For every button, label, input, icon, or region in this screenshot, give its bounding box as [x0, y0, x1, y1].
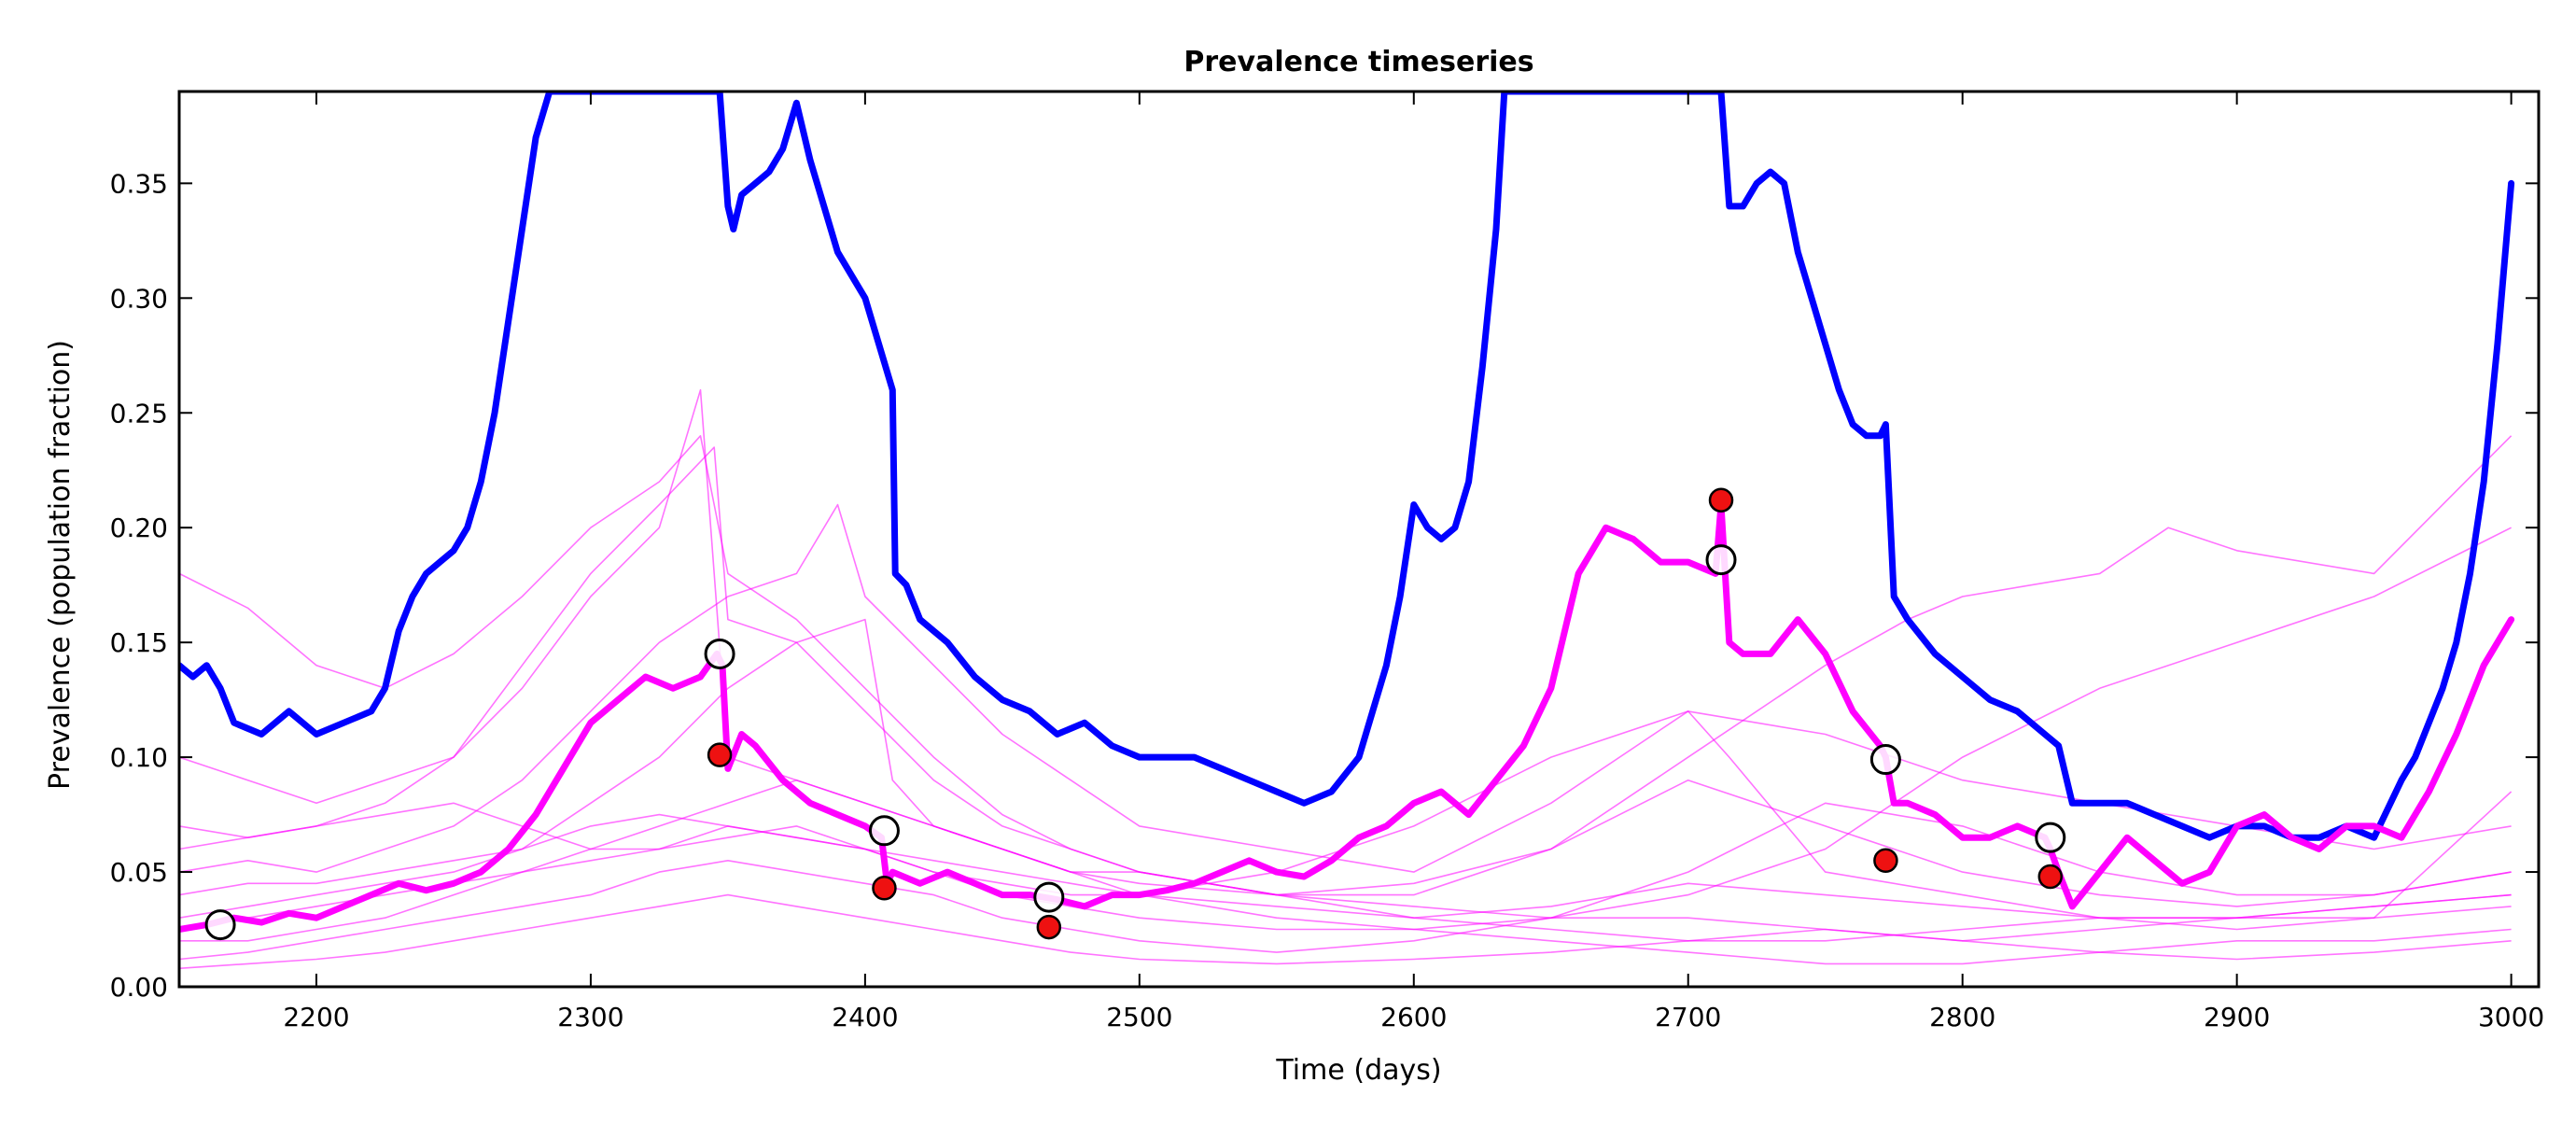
x-tick-label: 2900 [2204, 1002, 2270, 1033]
y-tick-label: 0.30 [110, 283, 168, 314]
x-tick-label: 2400 [832, 1002, 898, 1033]
x-tick-label: 2800 [1929, 1002, 1995, 1033]
x-tick-label: 2500 [1106, 1002, 1172, 1033]
thin-series-line-6 [179, 435, 2513, 942]
plot-frame [177, 90, 2541, 989]
open-marker [1705, 544, 1737, 576]
red-marker [1873, 848, 1898, 874]
open-marker [704, 638, 735, 669]
x-tick-label: 3000 [2478, 1002, 2544, 1033]
y-tick-label: 0.10 [110, 742, 168, 773]
y-tick-label: 0.15 [110, 627, 168, 658]
open-marker [868, 815, 900, 847]
x-axis-label: Time (days) [1275, 1054, 1441, 1087]
y-tick-label: 0.00 [110, 972, 168, 1003]
chart-title: Prevalence timeseries [1183, 46, 1533, 78]
red-marker [1036, 914, 1062, 940]
thin-series-line-2 [179, 388, 2512, 965]
open-marker [1033, 881, 1065, 913]
thin-series-line-4 [179, 503, 2512, 919]
y-tick-label: 0.05 [110, 857, 168, 888]
y-tick-label: 0.25 [110, 398, 168, 429]
thin-series-line-9 [179, 802, 2512, 961]
red-marker [872, 876, 897, 901]
open-marker [1869, 744, 1901, 776]
red-marker [2037, 864, 2064, 890]
red-marker [707, 742, 733, 767]
marker-layer [204, 487, 2066, 941]
thin-series-line-11 [179, 893, 2512, 970]
axis-layer: 2200 2300 2400 2500 2600 2700 2800 2900 3000 0.00… [110, 90, 2544, 1033]
blue-series-line [179, 91, 2515, 841]
x-tick-label: 2600 [1380, 1002, 1447, 1033]
x-tick-label: 2700 [1655, 1002, 1721, 1033]
y-tick-label: 0.35 [110, 168, 168, 199]
thin-series-line-1 [179, 435, 2512, 942]
thick-series-layer [179, 91, 2515, 933]
red-marker [1708, 487, 1734, 513]
open-marker [2035, 822, 2066, 853]
x-tick-label: 2200 [283, 1002, 349, 1033]
open-marker [204, 909, 236, 941]
magenta-series-line [179, 501, 2515, 933]
y-axis-label: Prevalence (population fraction) [44, 340, 77, 790]
thin-series-line-8 [179, 710, 2512, 896]
x-tick-label: 2300 [557, 1002, 623, 1033]
thin-series-line-5 [179, 618, 2512, 919]
y-tick-label: 0.20 [110, 513, 168, 543]
thin-series-layer [179, 388, 2513, 970]
